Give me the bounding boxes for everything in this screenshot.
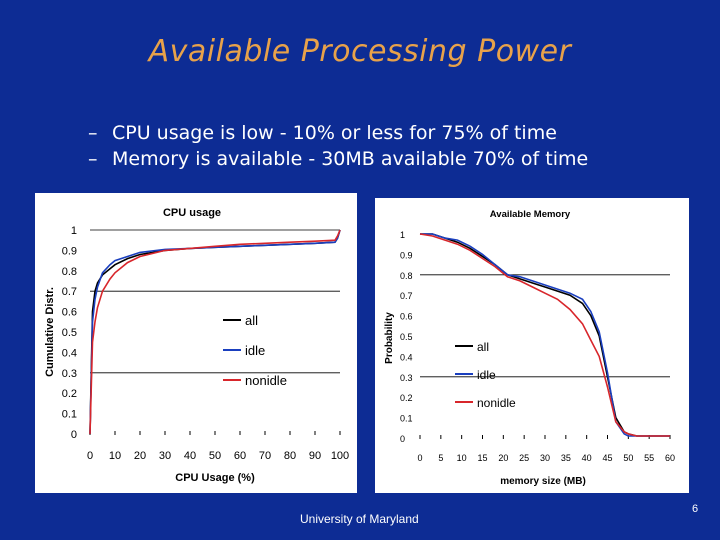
y-tick-label: 0 xyxy=(71,429,77,441)
chart-title: Available Memory xyxy=(490,209,571,220)
y-tick-label: 0.9 xyxy=(400,250,413,260)
x-tick-label: 60 xyxy=(665,453,675,463)
legend-label-nonidle: nonidle xyxy=(477,396,516,410)
x-tick-label: 40 xyxy=(582,453,592,463)
x-tick-label: 90 xyxy=(309,450,321,462)
x-tick-label: 15 xyxy=(477,453,487,463)
x-tick-label: 60 xyxy=(234,450,246,462)
x-tick-label: 35 xyxy=(561,453,571,463)
y-tick-label: 0.2 xyxy=(62,388,77,400)
y-axis-label: Probability xyxy=(384,312,395,364)
legend-label-nonidle: nonidle xyxy=(245,373,287,388)
bullet-item: – Memory is available - 30MB available 70… xyxy=(88,146,588,172)
bullet-item: – CPU usage is low - 10% or less for 75% … xyxy=(88,120,588,146)
y-tick-label: 0.1 xyxy=(62,409,77,421)
x-tick-label: 45 xyxy=(602,453,612,463)
y-tick-label: 0.1 xyxy=(400,414,413,424)
legend-label-idle: idle xyxy=(477,368,496,382)
x-tick-label: 30 xyxy=(159,450,171,462)
y-tick-label: 0.8 xyxy=(62,266,77,278)
y-tick-label: 1 xyxy=(400,230,405,240)
page-number: 6 xyxy=(692,503,699,515)
x-axis-label: CPU Usage (%) xyxy=(175,472,255,484)
cpu-usage-chart: CPU usage 0 0.1 0.2 0.3 0.4 0.5 0.6 0.7 0.8 0.9 1 0 1… xyxy=(35,193,357,493)
x-tick-label: 0 xyxy=(87,450,93,462)
x-axis-label: memory size (MB) xyxy=(500,476,586,487)
y-tick-label: 0.9 xyxy=(62,245,77,257)
available-memory-chart: Available Memory 0 0.1 0.2 0.3 0.4 0.5 0.6 0.7 0.… xyxy=(375,198,689,493)
y-tick-label: 0.7 xyxy=(62,286,77,298)
bullet-list: – CPU usage is low - 10% or less for 75% … xyxy=(88,120,588,172)
x-tick-label: 25 xyxy=(519,453,529,463)
y-tick-label: 0.4 xyxy=(62,347,77,359)
x-tick-label: 50 xyxy=(623,453,633,463)
x-tick-label: 40 xyxy=(184,450,196,462)
x-tick-label: 0 xyxy=(417,453,422,463)
x-tick-label: 5 xyxy=(438,453,443,463)
x-tick-label: 30 xyxy=(540,453,550,463)
y-tick-label: 0.4 xyxy=(400,352,413,362)
series-line-nonidle xyxy=(89,229,341,435)
x-tick-label: 70 xyxy=(259,450,271,462)
y-tick-label: 0.5 xyxy=(62,327,77,339)
series-line-nonidle xyxy=(419,233,670,437)
y-tick-label: 0.7 xyxy=(400,291,413,301)
x-tick-label: 80 xyxy=(284,450,296,462)
x-tick-label: 55 xyxy=(644,453,654,463)
y-tick-label: 0.3 xyxy=(62,368,77,380)
y-tick-label: 0 xyxy=(400,434,405,444)
y-tick-label: 0.2 xyxy=(400,393,413,403)
x-tick-label: 20 xyxy=(134,450,146,462)
bullet-marker: – xyxy=(88,148,98,170)
bullet-text: Memory is available - 30MB available 70%… xyxy=(112,148,589,170)
y-tick-label: 0.8 xyxy=(400,271,413,281)
y-tick-label: 0.6 xyxy=(400,312,413,322)
chart-title: CPU usage xyxy=(163,207,221,219)
bullet-text: CPU usage is low - 10% or less for 75% o… xyxy=(112,122,557,144)
series-line-idle xyxy=(420,233,670,437)
x-tick-label: 10 xyxy=(457,453,467,463)
y-tick-label: 0.5 xyxy=(400,332,413,342)
y-tick-label: 0.3 xyxy=(400,373,413,383)
x-tick-label: 100 xyxy=(331,450,349,462)
y-tick-label: 0.6 xyxy=(62,307,77,319)
bullet-marker: – xyxy=(88,122,98,144)
x-tick-label: 20 xyxy=(498,453,508,463)
y-axis-label: Cumulative Distr. xyxy=(44,287,56,377)
legend-label-idle: idle xyxy=(245,343,265,358)
legend-label-all: all xyxy=(245,313,258,328)
legend-label-all: all xyxy=(477,340,489,354)
footer-text: University of Maryland xyxy=(300,512,419,526)
series-line-all xyxy=(420,233,670,437)
slide-title: Available Processing Power xyxy=(148,34,572,69)
series-line-all xyxy=(89,229,341,435)
series-line-idle xyxy=(89,229,341,435)
x-tick-label: 50 xyxy=(209,450,221,462)
y-tick-label: 1 xyxy=(71,225,77,237)
x-tick-label: 10 xyxy=(109,450,121,462)
available-memory-chart-svg: Available Memory 0 0.1 0.2 0.3 0.4 0.5 0.6 0.7 0.… xyxy=(384,209,675,487)
